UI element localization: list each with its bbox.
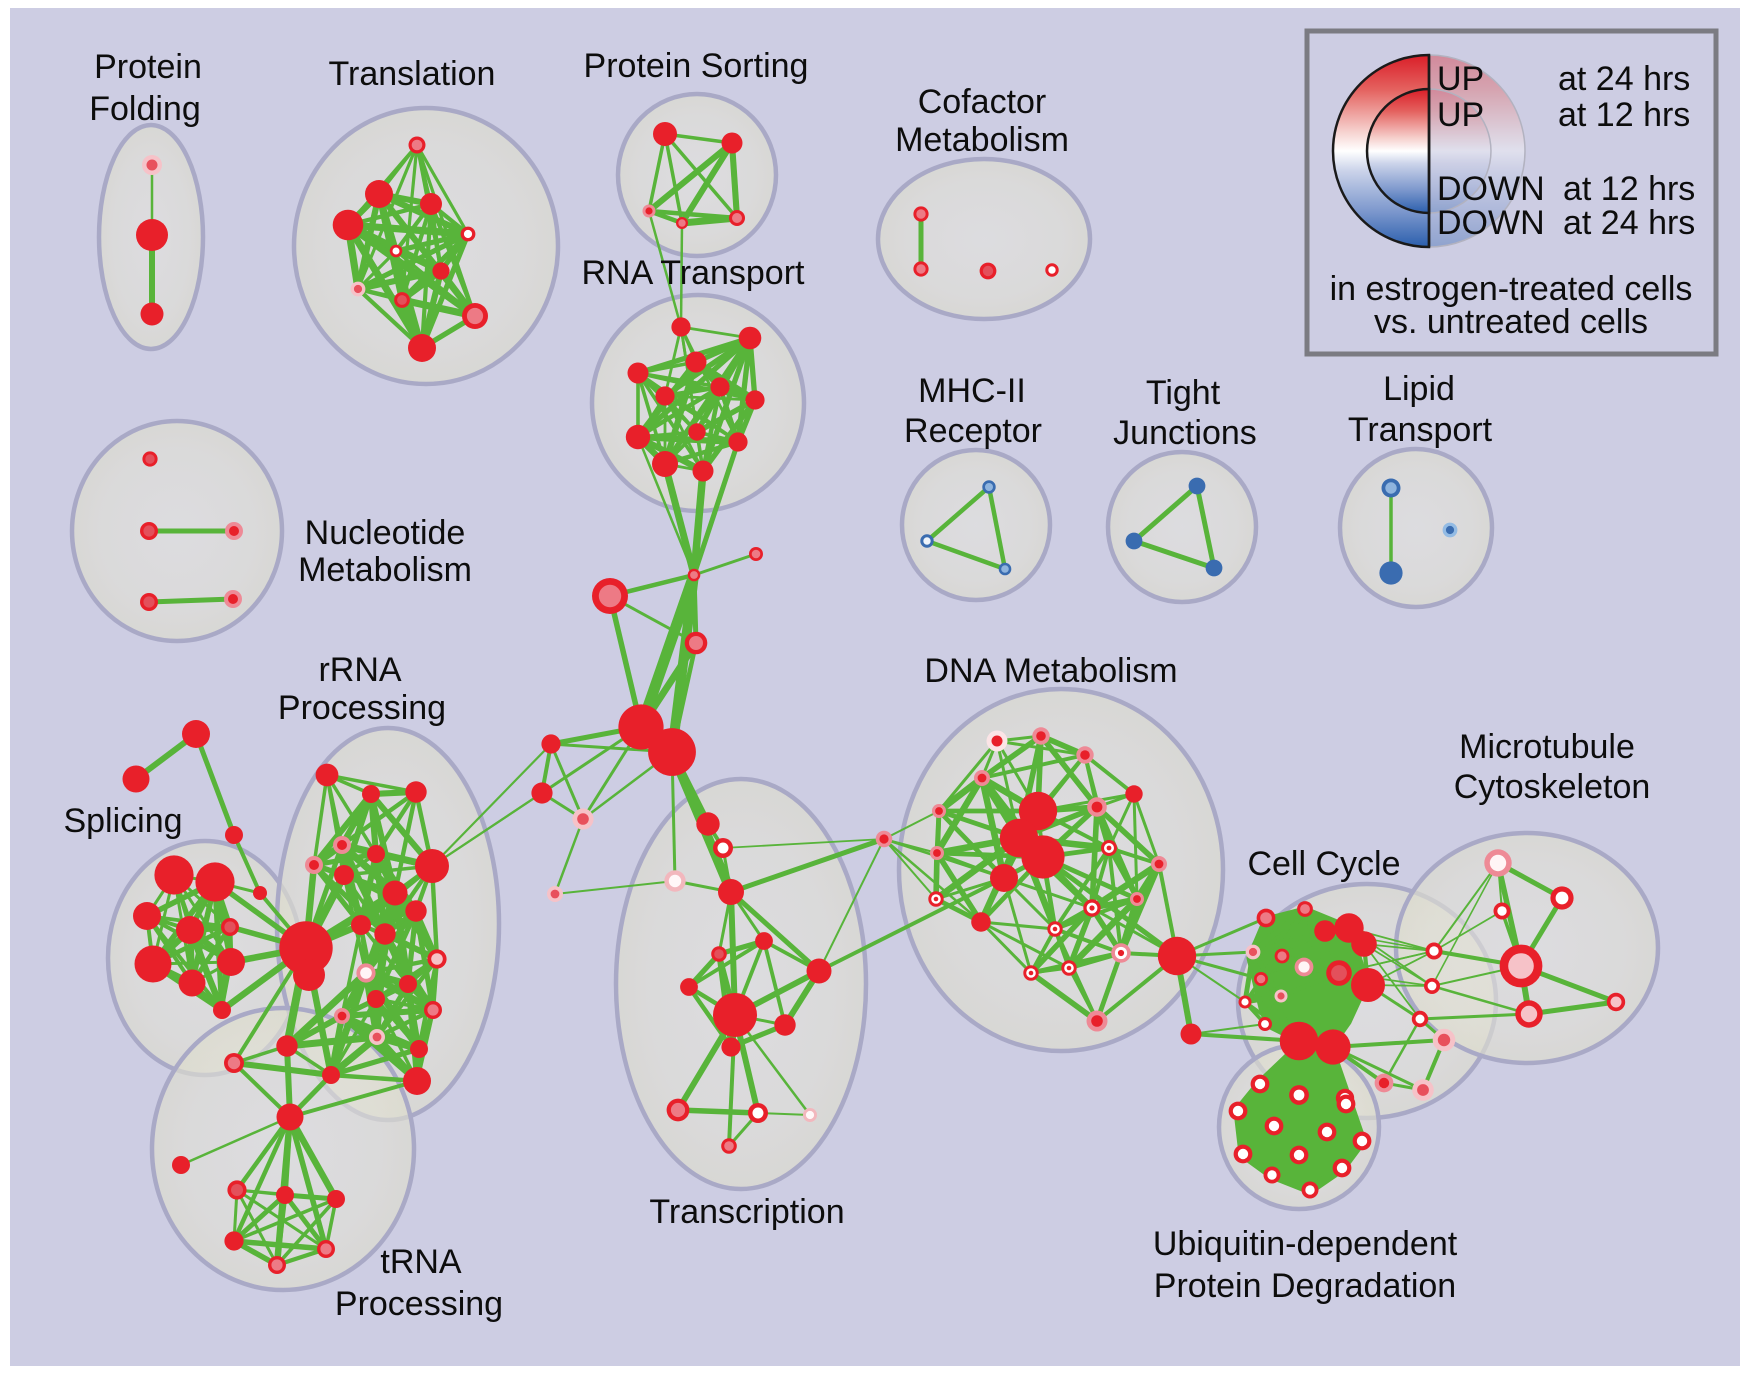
svg-text:Junctions: Junctions xyxy=(1113,414,1257,452)
svg-text:Transcription: Transcription xyxy=(649,1193,844,1231)
svg-text:Protein: Protein xyxy=(94,48,202,86)
svg-text:DOWN: DOWN xyxy=(1437,204,1545,242)
svg-text:Cytoskeleton: Cytoskeleton xyxy=(1454,768,1651,806)
svg-text:Protein Sorting: Protein Sorting xyxy=(584,47,809,85)
svg-text:DNA Metabolism: DNA Metabolism xyxy=(924,652,1177,690)
svg-text:Transport: Transport xyxy=(1348,411,1493,449)
svg-text:Processing: Processing xyxy=(335,1285,503,1323)
svg-text:tRNA: tRNA xyxy=(380,1243,462,1281)
svg-text:in estrogen-treated cells: in estrogen-treated cells xyxy=(1330,270,1693,308)
svg-text:RNA Transport: RNA Transport xyxy=(582,254,806,292)
svg-text:Translation: Translation xyxy=(329,55,496,93)
svg-text:Ubiquitin-dependent: Ubiquitin-dependent xyxy=(1153,1225,1458,1263)
svg-text:at 12 hrs: at 12 hrs xyxy=(1558,96,1690,134)
svg-text:at 12 hrs: at 12 hrs xyxy=(1563,170,1695,208)
svg-text:at 24 hrs: at 24 hrs xyxy=(1563,204,1695,242)
svg-text:Folding: Folding xyxy=(89,90,201,128)
svg-text:at 24 hrs: at 24 hrs xyxy=(1558,60,1690,98)
svg-text:MHC-II: MHC-II xyxy=(918,372,1026,410)
svg-text:Protein Degradation: Protein Degradation xyxy=(1154,1267,1456,1305)
svg-text:vs. untreated cells: vs. untreated cells xyxy=(1374,303,1648,341)
svg-text:Processing: Processing xyxy=(278,689,446,727)
svg-text:Metabolism: Metabolism xyxy=(895,121,1069,159)
svg-text:Receptor: Receptor xyxy=(904,412,1042,450)
svg-text:Cofactor: Cofactor xyxy=(918,83,1047,121)
svg-text:Cell Cycle: Cell Cycle xyxy=(1247,845,1400,883)
svg-text:Splicing: Splicing xyxy=(63,802,182,840)
svg-text:rRNA: rRNA xyxy=(318,651,401,689)
svg-text:Nucleotide: Nucleotide xyxy=(305,514,466,552)
svg-text:Microtubule: Microtubule xyxy=(1459,728,1635,766)
svg-text:Lipid: Lipid xyxy=(1383,370,1455,408)
svg-text:Metabolism: Metabolism xyxy=(298,551,472,589)
svg-text:Tight: Tight xyxy=(1146,374,1221,412)
svg-text:UP: UP xyxy=(1437,60,1484,98)
svg-text:DOWN: DOWN xyxy=(1437,170,1545,208)
svg-text:UP: UP xyxy=(1437,96,1484,134)
